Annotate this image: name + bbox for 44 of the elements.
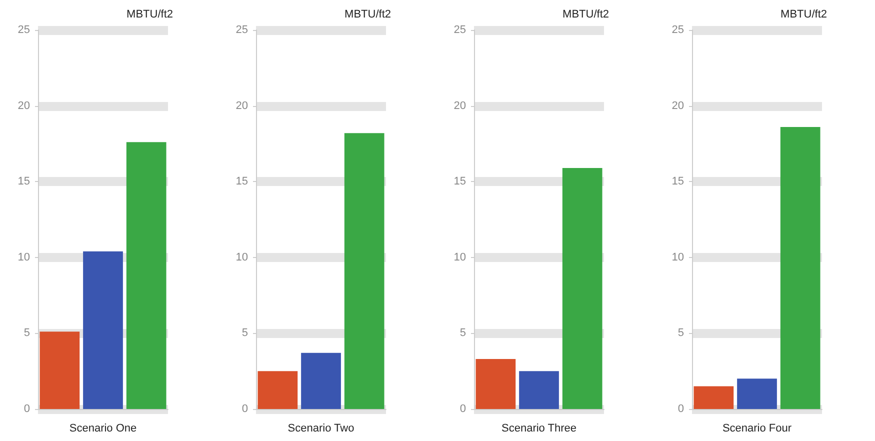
y-tick-label: 20 (18, 100, 30, 112)
y-tick-label: 25 (18, 24, 30, 36)
bar (562, 168, 602, 409)
y-axis-title: MBTU/ft2 (126, 8, 174, 20)
bar (301, 352, 341, 409)
bar (344, 133, 384, 409)
y-tick-label: 0 (678, 403, 684, 415)
bar (694, 386, 734, 409)
y-tick-label: 25 (454, 24, 466, 36)
y-tick-label: 0 (242, 403, 248, 415)
bar (737, 378, 777, 409)
y-tick-label: 5 (678, 327, 684, 340)
bar (258, 371, 298, 409)
y-tick-label: 10 (236, 251, 248, 264)
x-axis-title: Scenario Four (722, 422, 792, 434)
y-tick-label: 5 (24, 327, 30, 340)
y-tick-label: 15 (236, 176, 248, 188)
y-axis-title: MBTU/ft2 (344, 8, 392, 20)
y-tick-label: 15 (672, 176, 684, 188)
x-axis-title: Scenario Two (288, 422, 354, 434)
y-axis-title: MBTU/ft2 (780, 8, 828, 20)
y-tick-label: 20 (672, 100, 684, 112)
y-tick-label: 0 (460, 403, 466, 415)
y-tick-label: 10 (672, 251, 684, 264)
y-tick-label: 10 (18, 251, 30, 264)
y-tick-label: 0 (24, 403, 30, 415)
bar (476, 358, 516, 409)
x-axis-title: Scenario One (69, 422, 137, 434)
y-tick-label: 20 (236, 100, 248, 112)
y-tick-label: 5 (242, 327, 248, 340)
y-tick-label: 20 (454, 100, 466, 112)
y-tick-label: 5 (460, 327, 466, 340)
y-tick-label: 15 (18, 176, 30, 188)
bar (40, 332, 80, 409)
bar (519, 371, 559, 409)
bar (780, 127, 820, 409)
y-tick-label: 25 (672, 24, 684, 36)
x-axis-title: Scenario Three (501, 422, 577, 434)
bar (83, 251, 123, 409)
bar (126, 142, 166, 409)
y-tick-label: 10 (454, 251, 466, 264)
y-tick-label: 15 (454, 176, 466, 188)
y-axis-title: MBTU/ft2 (562, 8, 610, 20)
y-tick-label: 25 (236, 24, 248, 36)
